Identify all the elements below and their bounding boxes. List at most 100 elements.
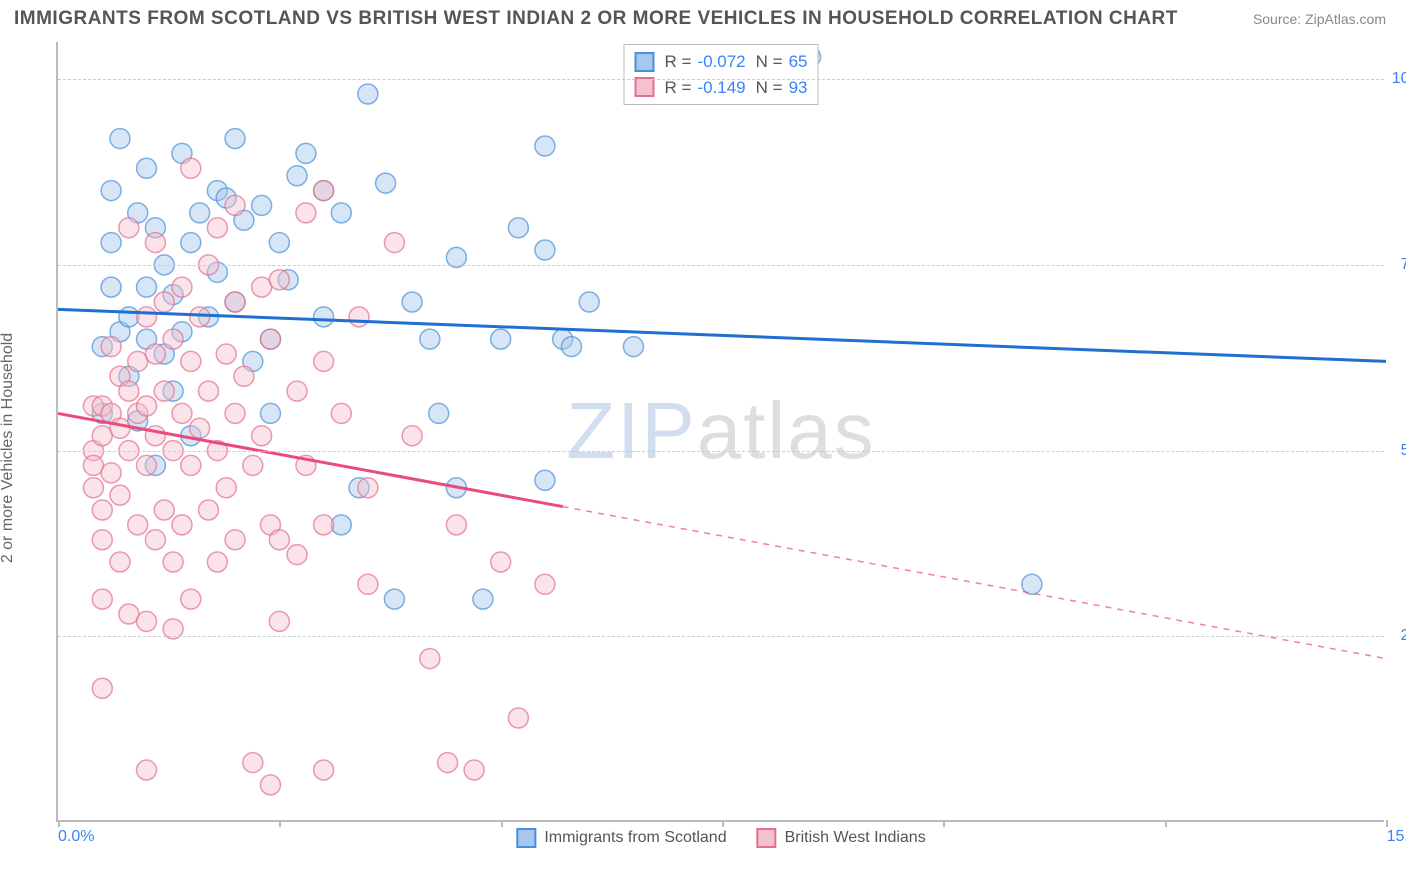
scatter-point [119,218,139,238]
scatter-svg [58,42,1384,820]
scatter-point [216,478,236,498]
scatter-point [128,515,148,535]
x-tick-mark [58,820,60,827]
scatter-point [314,181,334,201]
y-axis-label: 2 or more Vehicles in Household [0,333,17,563]
scatter-point [137,760,157,780]
x-tick-start: 0.0% [58,828,94,846]
scatter-point [429,403,449,423]
scatter-point [269,270,289,290]
scatter-point [119,381,139,401]
scatter-point [287,545,307,565]
chart-source: Source: ZipAtlas.com [1253,11,1386,27]
scatter-point [535,470,555,490]
legend-label: Immigrants from Scotland [544,829,726,847]
scatter-point [508,218,528,238]
scatter-point [314,515,334,535]
scatter-point [92,530,112,550]
legend-r: R = -0.072 [665,49,746,75]
scatter-point [225,530,245,550]
scatter-point [579,292,599,312]
scatter-point [358,574,378,594]
scatter-point [491,329,511,349]
x-tick-mark [722,820,724,827]
scatter-point [137,307,157,327]
y-tick-label: 25.0% [1390,627,1406,645]
scatter-point [101,277,121,297]
scatter-point [331,403,351,423]
scatter-point [145,344,165,364]
scatter-point [110,552,130,572]
scatter-point [269,611,289,631]
legend-item: British West Indians [757,828,926,848]
scatter-point [561,337,581,357]
legend-row: R = -0.072 N = 65 [635,49,808,75]
scatter-point [154,500,174,520]
scatter-point [535,574,555,594]
scatter-point [243,455,263,475]
scatter-point [287,381,307,401]
scatter-point [314,760,334,780]
scatter-point [172,515,192,535]
chart-title: IMMIGRANTS FROM SCOTLAND VS BRITISH WEST… [14,8,1178,30]
chart-container: 2 or more Vehicles in Household ZIPatlas… [14,34,1394,862]
y-tick-label: 50.0% [1390,442,1406,460]
scatter-point [172,403,192,423]
scatter-point [269,233,289,253]
scatter-point [190,203,210,223]
scatter-point [384,233,404,253]
scatter-point [163,552,183,572]
scatter-point [172,277,192,297]
scatter-point [163,329,183,349]
scatter-point [314,351,334,371]
scatter-point [446,515,466,535]
scatter-point [92,589,112,609]
scatter-point [225,129,245,149]
scatter-point [137,158,157,178]
scatter-point [190,307,210,327]
scatter-point [358,478,378,498]
scatter-point [92,500,112,520]
gridline-h [58,265,1384,266]
scatter-point [402,292,422,312]
x-tick-mark [1165,820,1167,827]
scatter-point [464,760,484,780]
legend-n: N = 65 [756,49,808,75]
scatter-point [145,530,165,550]
series-legend: Immigrants from Scotland British West Ind… [516,828,925,848]
y-tick-label: 100.0% [1390,70,1406,88]
scatter-point [384,589,404,609]
scatter-point [110,418,130,438]
scatter-point [243,753,263,773]
legend-swatch [757,828,777,848]
scatter-point [252,195,272,215]
scatter-point [199,381,219,401]
scatter-point [331,203,351,223]
scatter-point [207,218,227,238]
scatter-point [137,455,157,475]
scatter-point [296,203,316,223]
scatter-point [402,426,422,446]
scatter-point [260,329,280,349]
scatter-point [83,478,103,498]
x-tick-mark [279,820,281,827]
scatter-point [508,708,528,728]
scatter-point [420,649,440,669]
gridline-h [58,79,1384,80]
scatter-point [623,337,643,357]
scatter-point [420,329,440,349]
scatter-point [535,240,555,260]
scatter-point [154,292,174,312]
scatter-point [535,136,555,156]
legend-swatch [635,77,655,97]
gridline-h [58,451,1384,452]
scatter-point [181,589,201,609]
scatter-point [137,396,157,416]
scatter-point [181,158,201,178]
scatter-point [225,292,245,312]
scatter-point [296,143,316,163]
scatter-point [225,195,245,215]
scatter-point [216,344,236,364]
scatter-point [225,403,245,423]
x-tick-mark [501,820,503,827]
